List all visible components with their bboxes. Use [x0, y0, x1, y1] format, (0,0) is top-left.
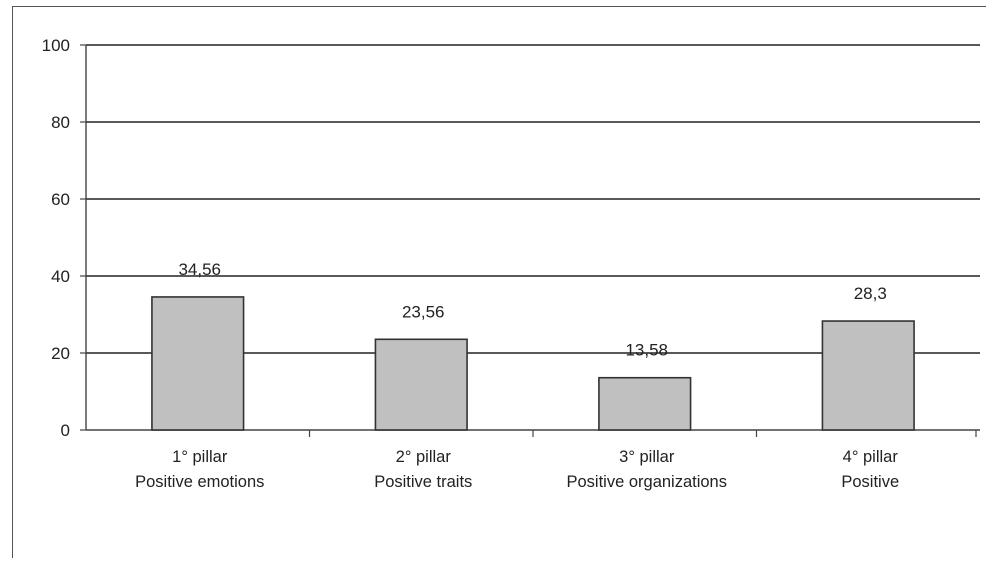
x-tick-label: Positive organizations	[566, 473, 727, 491]
y-tick-label: 20	[51, 344, 70, 363]
bar	[821, 320, 915, 431]
x-tick-label: Positive emotions	[135, 473, 264, 491]
bar	[598, 376, 692, 431]
y-tick-label: 60	[51, 190, 70, 209]
y-tick-label: 0	[61, 421, 70, 440]
chart-frame	[12, 6, 986, 558]
bar	[374, 338, 468, 431]
data-label: 23,56	[402, 302, 445, 321]
labels: 0 20 40 60 80 100 34,56 1° pillar Positive emoti…	[42, 36, 900, 491]
x-tick-label: Positive	[841, 473, 899, 491]
x-tick-label: 4° pillar	[843, 448, 899, 466]
y-tick-label: 100	[42, 36, 70, 55]
x-tick-label: Positive traits	[374, 473, 472, 491]
data-label: 28,3	[854, 284, 887, 303]
y-tick-label: 40	[51, 267, 70, 286]
bar	[151, 296, 245, 431]
bars	[151, 296, 915, 431]
data-label: 34,56	[178, 260, 221, 279]
x-tick-label: 3° pillar	[619, 448, 675, 466]
x-tick-label: 2° pillar	[396, 448, 452, 466]
data-label: 13,58	[625, 341, 668, 360]
y-tick-label: 80	[51, 113, 70, 132]
x-tick-label: 1° pillar	[172, 448, 228, 466]
